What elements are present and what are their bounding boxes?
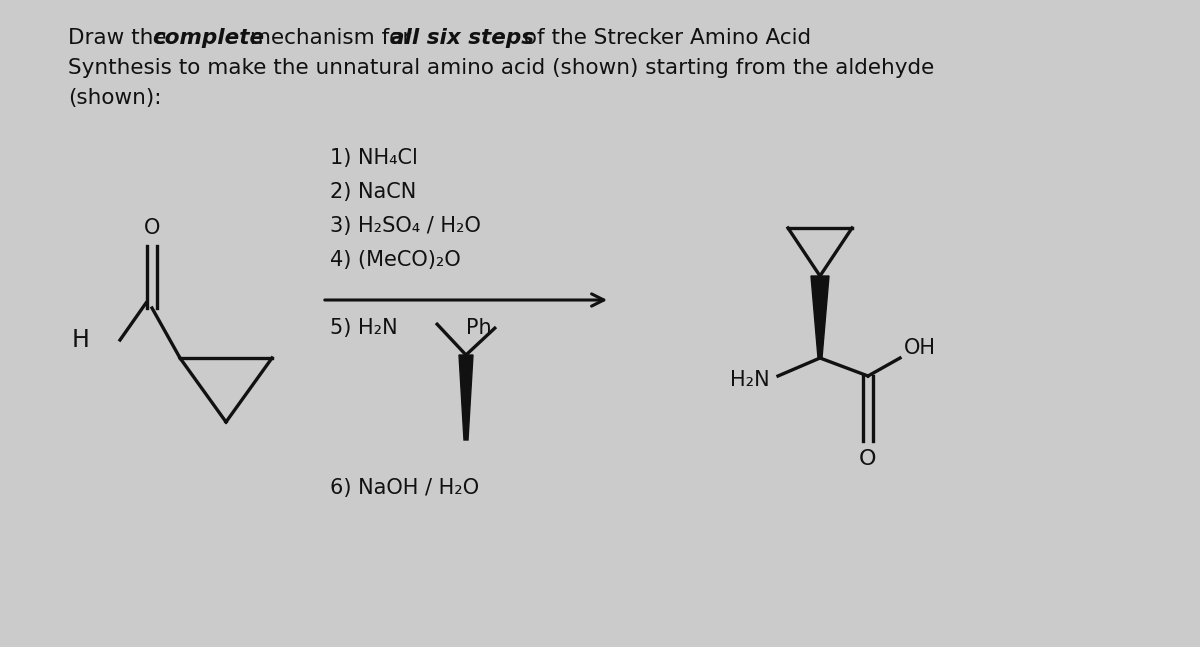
Polygon shape <box>458 355 473 440</box>
Polygon shape <box>811 276 829 358</box>
Text: 6) NaOH / H₂O: 6) NaOH / H₂O <box>330 478 479 498</box>
Text: H: H <box>72 328 90 352</box>
Text: O: O <box>144 218 160 238</box>
Text: complete: complete <box>152 28 264 48</box>
Text: OH: OH <box>904 338 936 358</box>
Text: (shown):: (shown): <box>68 88 162 108</box>
Text: 1) NH₄Cl: 1) NH₄Cl <box>330 148 418 168</box>
Text: O: O <box>859 449 877 469</box>
Text: of the Strecker Amino Acid: of the Strecker Amino Acid <box>517 28 811 48</box>
Text: Synthesis to make the unnatural amino acid (shown) starting from the aldehyde: Synthesis to make the unnatural amino ac… <box>68 58 935 78</box>
Text: Draw the: Draw the <box>68 28 173 48</box>
Text: H₂N: H₂N <box>731 370 770 390</box>
Text: 2) NaCN: 2) NaCN <box>330 182 416 202</box>
Text: 4) (MeCO)₂O: 4) (MeCO)₂O <box>330 250 461 270</box>
Text: 3) H₂SO₄ / H₂O: 3) H₂SO₄ / H₂O <box>330 216 481 236</box>
Text: all six steps: all six steps <box>390 28 534 48</box>
Text: mechanism for: mechanism for <box>242 28 419 48</box>
Text: Ph: Ph <box>466 318 492 338</box>
Text: 5) H₂N: 5) H₂N <box>330 318 397 338</box>
